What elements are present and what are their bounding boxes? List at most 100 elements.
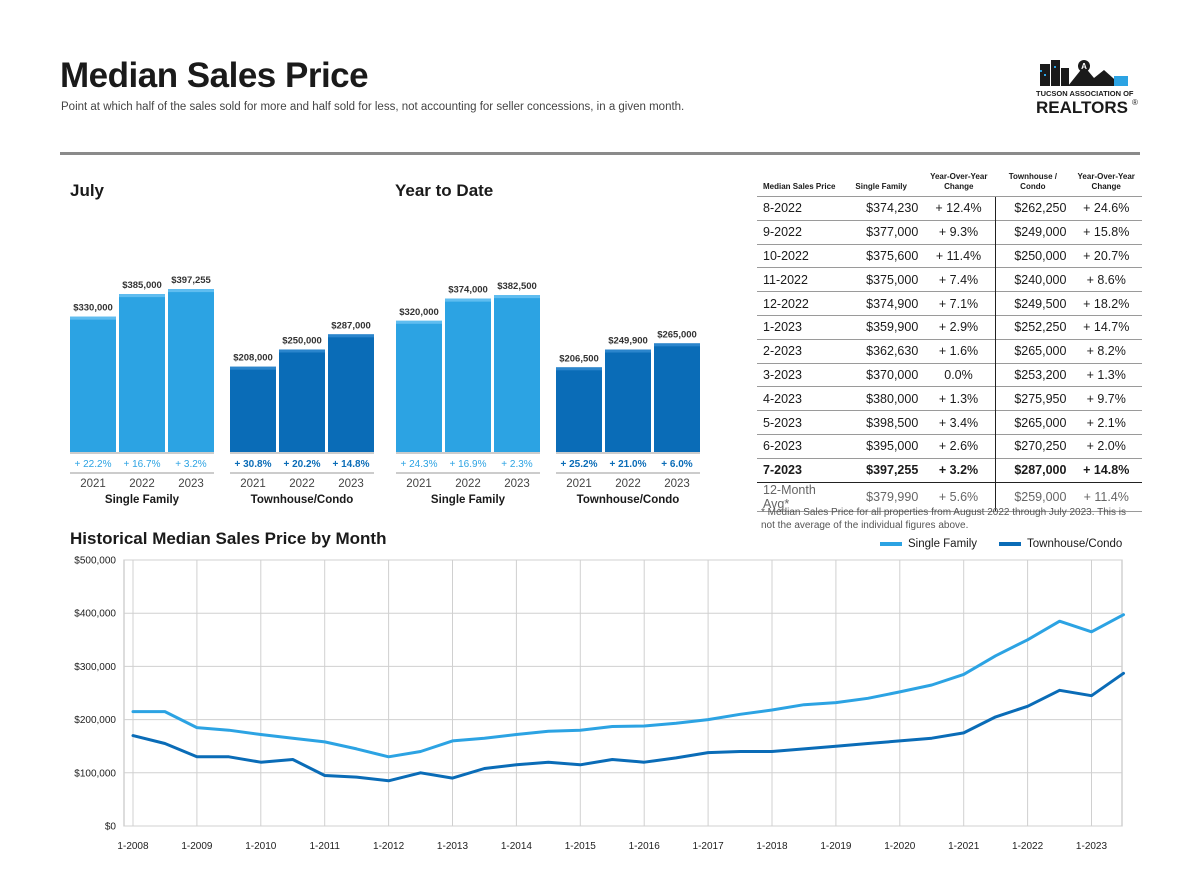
table-cell: + 9.3% (922, 219, 996, 245)
table-header-th-change: Year-Over-Year Change (1077, 172, 1135, 191)
table-row: 5-2023 $398,500 + 3.4% $265,000 + 2.1% (757, 410, 1142, 435)
year-tick-label: 2021 (240, 478, 266, 490)
x-tick-label: 1-2023 (1076, 841, 1108, 852)
bar-townhouse-condo-2021 (230, 366, 276, 452)
header-divider (60, 152, 1140, 155)
year-tick-label: 2022 (615, 478, 641, 490)
x-tick-label: 1-2021 (948, 841, 980, 852)
logo-registered-mark: ® (1132, 98, 1138, 107)
july-bar-svg: $330,000 + 22.2% 2021 $385,000 + 16.7% 2022 $3… (70, 275, 374, 506)
x-tick-label: 1-2012 (373, 841, 405, 852)
y-tick-label: $0 (105, 822, 117, 833)
table-cell: + 2.0% (1070, 433, 1142, 459)
table-cell: 9-2022 (757, 219, 841, 245)
table-cell: $374,900 (840, 291, 923, 316)
legend-label-single-family: Single Family (908, 538, 978, 550)
legend-item-townhouse: Townhouse/Condo (999, 538, 1122, 550)
bar-top-highlight (230, 366, 276, 370)
table-cell: + 11.4% (1070, 481, 1142, 512)
table-cell: $379,990 (840, 481, 923, 512)
table-cell: 0.0% (922, 362, 996, 387)
table-cell: $275,950 (994, 386, 1071, 411)
bar-top-highlight (119, 294, 165, 298)
bar-townhouse-condo-2022 (605, 349, 651, 452)
table-cell: $265,000 (994, 338, 1071, 364)
change-label: + 25.2% (561, 459, 598, 470)
table-cell: 11-2022 (757, 267, 841, 292)
change-label: + 20.2% (284, 459, 321, 470)
table-cell: $270,250 (994, 433, 1071, 459)
table-cell: + 7.1% (922, 291, 996, 316)
table-cell: + 8.2% (1070, 338, 1142, 364)
bar-single-family-2022 (119, 294, 165, 452)
logo-badge-letter: A (1081, 62, 1087, 71)
table-cell: + 15.8% (1070, 219, 1142, 245)
table-cell: 3-2023 (757, 362, 841, 387)
table-row: 12-2022 $374,900 + 7.1% $249,500 + 18.2% (757, 291, 1142, 316)
bar-value-label: $249,900 (608, 336, 648, 347)
group-label: Single Family (431, 494, 506, 506)
table-cell: $380,000 (840, 386, 923, 411)
historical-line-chart: $0 $100,000 $200,000 $300,000 $400,000 $500,0… (0, 550, 1200, 865)
ytd-bar-svg: $320,000 + 24.3% 2021 $374,000 + 16.9% 2022 $3… (396, 281, 700, 506)
year-tick-label: 2022 (129, 478, 155, 490)
bar-townhouse-condo-2021 (556, 367, 602, 452)
bar-single-family-2022 (445, 298, 491, 452)
table-cell: + 8.6% (1070, 267, 1142, 292)
table-row: 3-2023 $370,000 0.0% $253,200 + 1.3% (757, 362, 1142, 387)
group-label: Townhouse/Condo (577, 494, 680, 506)
table-row: 10-2022 $375,600 + 11.4% $250,000 + 20.7% (757, 243, 1142, 268)
historical-chart-title: Historical Median Sales Price by Month (70, 529, 387, 548)
x-tick-label: 1-2018 (756, 841, 788, 852)
y-tick-label: $300,000 (74, 662, 116, 673)
table-cell: + 2.9% (922, 314, 996, 340)
year-tick-label: 2022 (455, 478, 481, 490)
x-tick-label: 1-2008 (117, 841, 149, 852)
x-tick-label: 1-2010 (245, 841, 277, 852)
change-label: + 14.8% (333, 459, 370, 470)
bar-top-highlight (396, 320, 442, 324)
table-row: 1-2023 $359,900 + 2.9% $252,250 + 14.7% (757, 314, 1142, 340)
table-cell: $287,000 (994, 457, 1071, 483)
table-cell: 1-2023 (757, 314, 841, 340)
bar-value-label: $382,500 (497, 281, 537, 292)
table-cell: + 1.3% (1070, 362, 1142, 387)
table-row: 11-2022 $375,000 + 7.4% $240,000 + 8.6% (757, 267, 1142, 292)
bar-value-label: $385,000 (122, 280, 162, 291)
section-title-july: July (70, 181, 105, 200)
table-footnote: * Median Sales Price for all properties … (761, 507, 1127, 531)
historical-line-svg: $0 $100,000 $200,000 $300,000 $400,000 $500,0… (74, 556, 1125, 852)
table-row: 2-2023 $362,630 + 1.6% $265,000 + 8.2% (757, 338, 1142, 364)
table-cell: 12-Month Avg* (757, 481, 841, 512)
bar-single-family-2021 (70, 316, 116, 452)
table-cell: + 7.4% (922, 267, 996, 292)
x-tick-label: 1-2016 (629, 841, 661, 852)
table-cell: $398,500 (840, 410, 923, 435)
y-tick-label: $500,000 (74, 556, 116, 567)
table-cell: $370,000 (840, 362, 923, 387)
table-cell: $395,000 (840, 433, 923, 459)
table-cell: $253,200 (994, 362, 1071, 387)
bar-top-highlight (70, 316, 116, 320)
bar-townhouse-condo-2023 (654, 343, 700, 452)
monthly-price-table: Median Sales Price Single Family Year-Ov… (757, 170, 1142, 512)
x-tick-label: 1-2011 (309, 841, 340, 852)
change-label: + 16.9% (450, 459, 487, 470)
city-skyline-logo-icon: A TUCSON ASSOCIATION OF REALTORS ® (1036, 60, 1138, 117)
table-cell: + 2.1% (1070, 410, 1142, 435)
bar-top-highlight (168, 289, 214, 293)
table-cell: + 14.7% (1070, 314, 1142, 340)
change-label: + 2.3% (501, 459, 533, 470)
x-tick-label: 1-2017 (693, 841, 725, 852)
table-cell: 6-2023 (757, 433, 841, 459)
table-cell: 7-2023 (757, 457, 841, 483)
table-cell: $249,500 (994, 291, 1071, 316)
x-tick-label: 1-2022 (1012, 841, 1044, 852)
series-line-townhouse (131, 671, 1125, 783)
change-label: + 24.3% (401, 459, 438, 470)
bar-value-label: $265,000 (657, 329, 697, 340)
page-title: Median Sales Price (60, 56, 369, 95)
table-cell: 5-2023 (757, 410, 841, 435)
table-cell: 8-2022 (757, 196, 841, 221)
table-cell: $252,250 (994, 314, 1071, 340)
